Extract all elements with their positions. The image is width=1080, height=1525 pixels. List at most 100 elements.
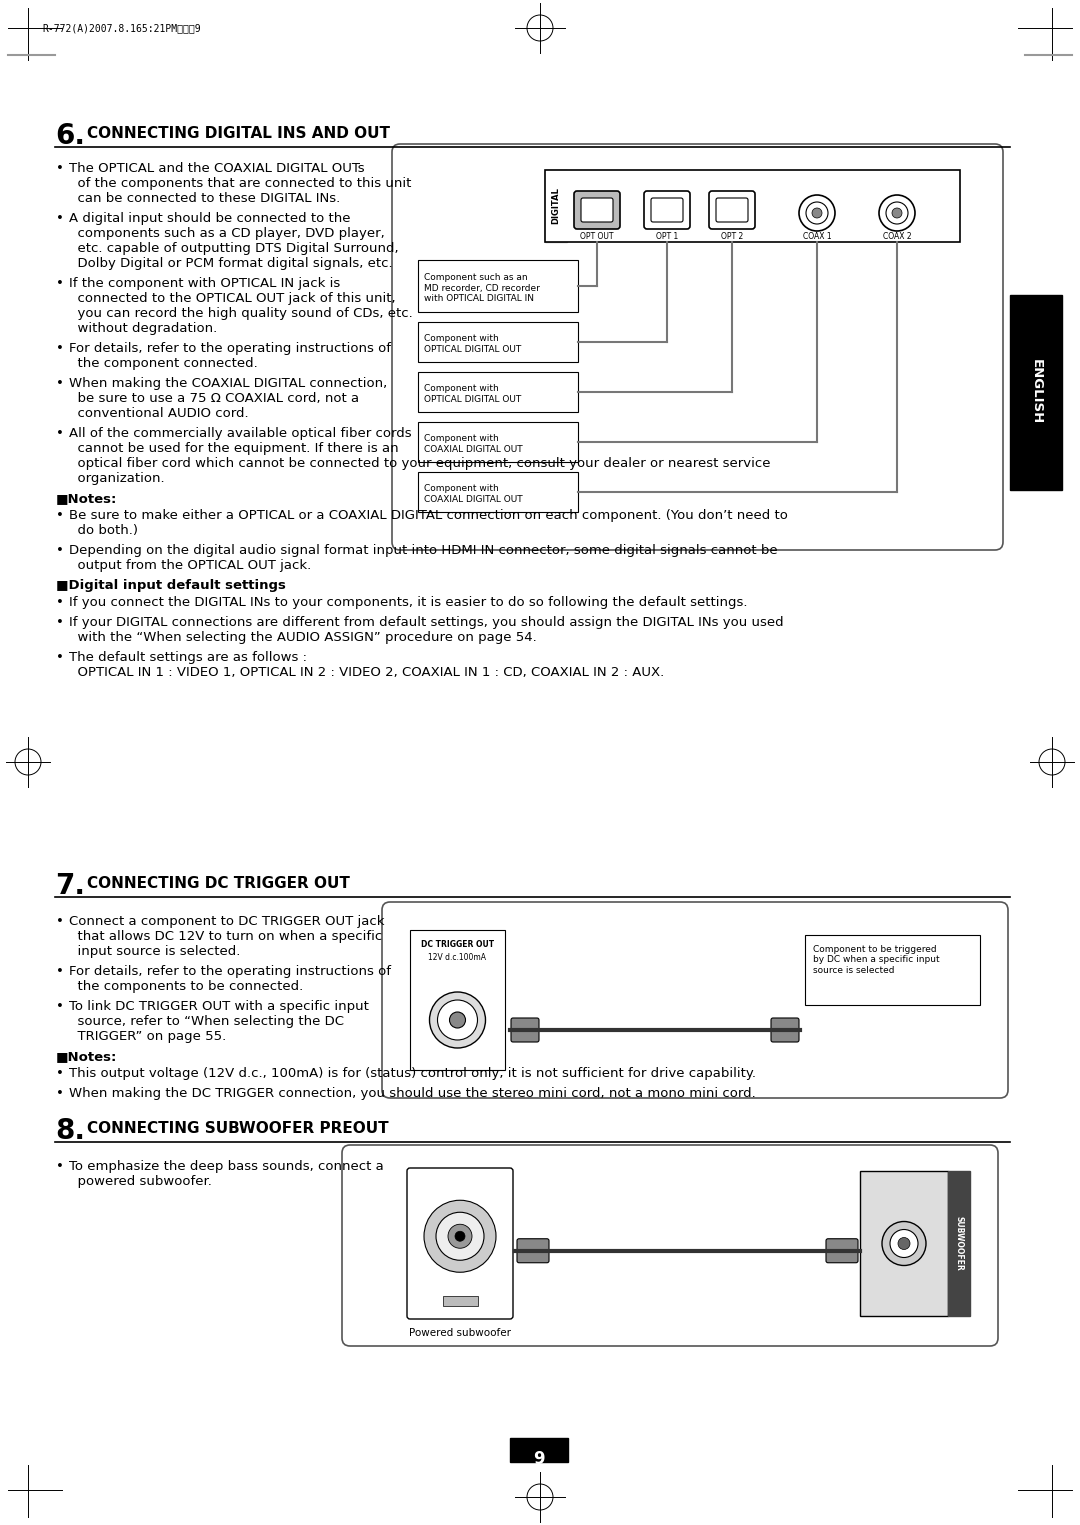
Text: •: • [56,596,68,608]
FancyBboxPatch shape [392,143,1003,551]
Text: If the component with OPTICAL IN jack is
  connected to the OPTICAL OUT jack of : If the component with OPTICAL IN jack is… [69,278,413,336]
Text: ■Notes:: ■Notes: [56,493,118,505]
Text: COAX 2: COAX 2 [882,232,912,241]
Text: •: • [56,1087,68,1100]
Text: Component such as an
MD recorder, CD recorder
with OPTICAL DIGITAL IN: Component such as an MD recorder, CD rec… [424,273,540,303]
Text: •: • [56,509,68,522]
Text: •: • [56,427,68,441]
Circle shape [886,201,908,224]
Text: R-772(A)2007.8.165:21PM페이지9: R-772(A)2007.8.165:21PM페이지9 [42,23,201,34]
Text: 8.: 8. [55,1116,85,1145]
Text: A digital input should be connected to the
  components such as a CD player, DVD: A digital input should be connected to t… [69,212,399,270]
Circle shape [448,1225,472,1249]
Circle shape [882,1222,926,1266]
Bar [510,1438,568,1462]
Bar [1010,294,1062,490]
Text: Powered subwoofer: Powered subwoofer [409,1328,511,1337]
Circle shape [455,1231,465,1241]
Circle shape [437,1000,477,1040]
Bar [418,422,578,462]
Circle shape [812,207,822,218]
Text: •: • [56,342,68,355]
Bar [948,1171,970,1316]
Circle shape [436,1212,484,1260]
FancyBboxPatch shape [708,191,755,229]
FancyBboxPatch shape [581,198,613,223]
Text: •: • [56,1161,64,1173]
Circle shape [879,195,915,230]
FancyBboxPatch shape [644,191,690,229]
Text: •: • [56,212,68,226]
Bar [545,169,960,242]
Bar [418,473,578,512]
Circle shape [806,201,828,224]
Text: •: • [56,377,68,390]
Circle shape [890,1229,918,1258]
Text: 12V d.c.100mA: 12V d.c.100mA [429,953,486,962]
Text: Component with
COAXIAL DIGITAL OUT: Component with COAXIAL DIGITAL OUT [424,485,523,503]
Bar [418,259,578,313]
Text: •: • [56,616,68,628]
Text: ■Digital input default settings: ■Digital input default settings [56,580,286,592]
Text: •: • [56,965,68,978]
Text: Component with
OPTICAL DIGITAL OUT: Component with OPTICAL DIGITAL OUT [424,384,522,404]
Text: For details, refer to the operating instructions of
  the component connected.: For details, refer to the operating inst… [69,342,391,371]
FancyBboxPatch shape [342,1145,998,1347]
Text: ENGLISH: ENGLISH [1029,360,1042,424]
Text: When making the DC TRIGGER connection, you should use the stereo mini cord, not : When making the DC TRIGGER connection, y… [69,1087,756,1100]
Text: Depending on the digital audio signal format input into HDMI IN connector, some : Depending on the digital audio signal fo… [69,544,778,572]
FancyBboxPatch shape [573,191,620,229]
Text: •: • [56,162,68,175]
Text: To emphasize the deep bass sounds, connect a
  powered subwoofer.: To emphasize the deep bass sounds, conne… [69,1161,383,1188]
Text: OPT 2: OPT 2 [720,232,743,241]
Text: ■Notes:: ■Notes: [56,1051,118,1063]
FancyBboxPatch shape [651,198,683,223]
Text: •: • [56,544,68,557]
Text: DIGITAL: DIGITAL [552,188,561,224]
Text: Component to be triggered
by DC when a specific input
source is selected: Component to be triggered by DC when a s… [813,946,940,974]
Text: The OPTICAL and the COAXIAL DIGITAL OUTs
  of the components that are connected : The OPTICAL and the COAXIAL DIGITAL OUTs… [69,162,411,204]
Text: •: • [56,1000,68,1013]
Bar [418,322,578,361]
Text: 9: 9 [534,1450,544,1469]
Text: DC TRIGGER OUT: DC TRIGGER OUT [421,939,494,949]
Bar [410,930,505,1071]
Bar [418,372,578,412]
Text: If your DIGITAL connections are different from default settings, you should assi: If your DIGITAL connections are differen… [69,616,784,644]
Text: Connect a component to DC TRIGGER OUT jack
  that allows DC 12V to turn on when : Connect a component to DC TRIGGER OUT ja… [69,915,384,958]
FancyBboxPatch shape [771,1019,799,1042]
FancyBboxPatch shape [517,1238,549,1263]
Text: For details, refer to the operating instructions of
  the components to be conne: For details, refer to the operating inst… [69,965,391,993]
Text: •: • [56,915,68,929]
Text: This output voltage (12V d.c., 100mA) is for (status) control only, it is not su: This output voltage (12V d.c., 100mA) is… [69,1068,756,1080]
Text: COAX 1: COAX 1 [802,232,832,241]
Text: All of the commercially available optical fiber cords
  cannot be used for the e: All of the commercially available optica… [69,427,770,485]
Text: •: • [56,278,68,290]
Circle shape [892,207,902,218]
Bar [860,1171,948,1316]
Text: CONNECTING DIGITAL INS AND OUT: CONNECTING DIGITAL INS AND OUT [87,127,390,140]
Text: OPT OUT: OPT OUT [580,232,613,241]
Text: SUBWOOFER: SUBWOOFER [955,1215,963,1270]
Circle shape [449,1013,465,1028]
Text: Be sure to make either a OPTICAL or a COAXIAL DIGITAL connection on each compone: Be sure to make either a OPTICAL or a CO… [69,509,788,537]
Text: 7.: 7. [55,872,85,900]
Text: When making the COAXIAL DIGITAL connection,
  be sure to use a 75 Ω COAXIAL cord: When making the COAXIAL DIGITAL connecti… [69,377,388,419]
Text: 6.: 6. [55,122,85,149]
Bar [443,1296,477,1305]
FancyBboxPatch shape [826,1238,858,1263]
Text: Component with
OPTICAL DIGITAL OUT: Component with OPTICAL DIGITAL OUT [424,334,522,354]
Circle shape [430,991,486,1048]
Text: •: • [56,651,68,663]
Text: Component with
COAXIAL DIGITAL OUT: Component with COAXIAL DIGITAL OUT [424,435,523,454]
Text: OPT 1: OPT 1 [656,232,678,241]
FancyBboxPatch shape [716,198,748,223]
Circle shape [897,1237,910,1249]
Text: •: • [56,1068,68,1080]
Bar [805,935,980,1005]
FancyBboxPatch shape [382,901,1008,1098]
Text: CONNECTING DC TRIGGER OUT: CONNECTING DC TRIGGER OUT [87,875,350,891]
Text: If you connect the DIGITAL INs to your components, it is easier to do so followi: If you connect the DIGITAL INs to your c… [69,596,747,608]
Circle shape [424,1200,496,1272]
Circle shape [799,195,835,230]
